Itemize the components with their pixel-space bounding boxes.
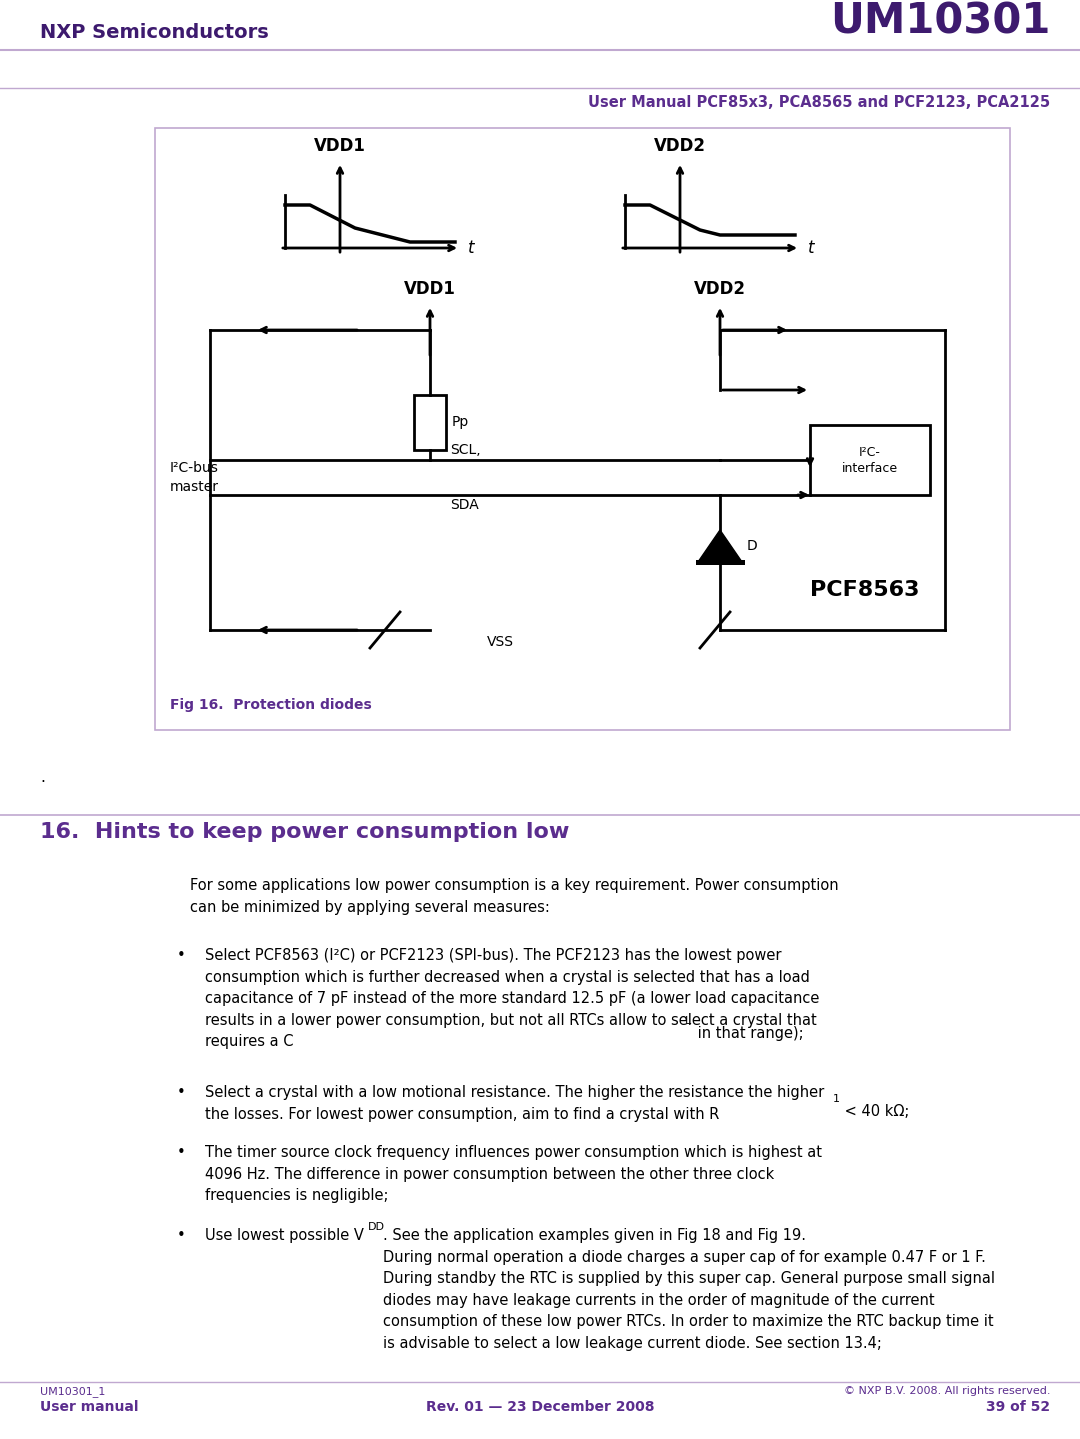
Text: SCL,: SCL, bbox=[450, 443, 481, 458]
Text: User manual: User manual bbox=[40, 1400, 138, 1415]
Text: •: • bbox=[177, 1085, 186, 1099]
Text: in that range);: in that range); bbox=[693, 1026, 804, 1040]
Text: Use lowest possible V: Use lowest possible V bbox=[205, 1227, 364, 1243]
Text: User Manual PCF85x3, PCA8565 and PCF2123, PCA2125: User Manual PCF85x3, PCA8565 and PCF2123… bbox=[588, 95, 1050, 109]
Text: I²C-
interface: I²C- interface bbox=[842, 446, 899, 475]
Bar bbox=[414, 394, 446, 450]
Bar bbox=[810, 425, 930, 495]
Text: Rev. 01 — 23 December 2008: Rev. 01 — 23 December 2008 bbox=[426, 1400, 654, 1415]
Text: UM10301_1: UM10301_1 bbox=[40, 1386, 106, 1397]
Text: 1: 1 bbox=[833, 1095, 840, 1105]
Text: DD: DD bbox=[368, 1222, 384, 1232]
Text: . See the application examples given in Fig 18 and Fig 19.
During normal operati: . See the application examples given in … bbox=[383, 1227, 995, 1351]
Text: Select a crystal with a low motional resistance. The higher the resistance the h: Select a crystal with a low motional res… bbox=[205, 1085, 824, 1121]
Text: SDA: SDA bbox=[450, 498, 478, 512]
Text: 39 of 52: 39 of 52 bbox=[986, 1400, 1050, 1415]
Text: © NXP B.V. 2008. All rights reserved.: © NXP B.V. 2008. All rights reserved. bbox=[843, 1386, 1050, 1396]
Text: •: • bbox=[177, 948, 186, 963]
Text: L: L bbox=[685, 1016, 691, 1026]
Text: VDD1: VDD1 bbox=[404, 281, 456, 298]
Text: t: t bbox=[808, 239, 814, 258]
Text: Pp: Pp bbox=[453, 414, 469, 429]
Bar bbox=[156, 128, 1010, 730]
Text: •: • bbox=[177, 1227, 186, 1243]
Text: For some applications low power consumption is a key requirement. Power consumpt: For some applications low power consumpt… bbox=[190, 878, 839, 915]
Text: The timer source clock frequency influences power consumption which is highest a: The timer source clock frequency influen… bbox=[205, 1145, 822, 1203]
Polygon shape bbox=[698, 530, 742, 563]
Text: I²C-bus
master: I²C-bus master bbox=[170, 462, 219, 494]
Text: < 40 kΩ;: < 40 kΩ; bbox=[840, 1105, 909, 1120]
Text: Fig 16.  Protection diodes: Fig 16. Protection diodes bbox=[170, 698, 372, 712]
Text: NXP Semiconductors: NXP Semiconductors bbox=[40, 23, 269, 42]
Text: D: D bbox=[747, 540, 758, 553]
Text: •: • bbox=[177, 1145, 186, 1160]
Text: .: . bbox=[40, 770, 45, 786]
Text: VDD2: VDD2 bbox=[694, 281, 746, 298]
Text: UM10301: UM10301 bbox=[829, 0, 1050, 42]
Text: 16.  Hints to keep power consumption low: 16. Hints to keep power consumption low bbox=[40, 822, 569, 842]
Text: Select PCF8563 (I²C) or PCF2123 (SPI-bus). The PCF2123 has the lowest power
cons: Select PCF8563 (I²C) or PCF2123 (SPI-bus… bbox=[205, 948, 820, 1049]
Text: VSS: VSS bbox=[486, 635, 513, 649]
Text: VDD2: VDD2 bbox=[654, 137, 706, 155]
Text: PCF8563: PCF8563 bbox=[810, 580, 919, 600]
Text: VDD1: VDD1 bbox=[314, 137, 366, 155]
Text: t: t bbox=[468, 239, 474, 258]
